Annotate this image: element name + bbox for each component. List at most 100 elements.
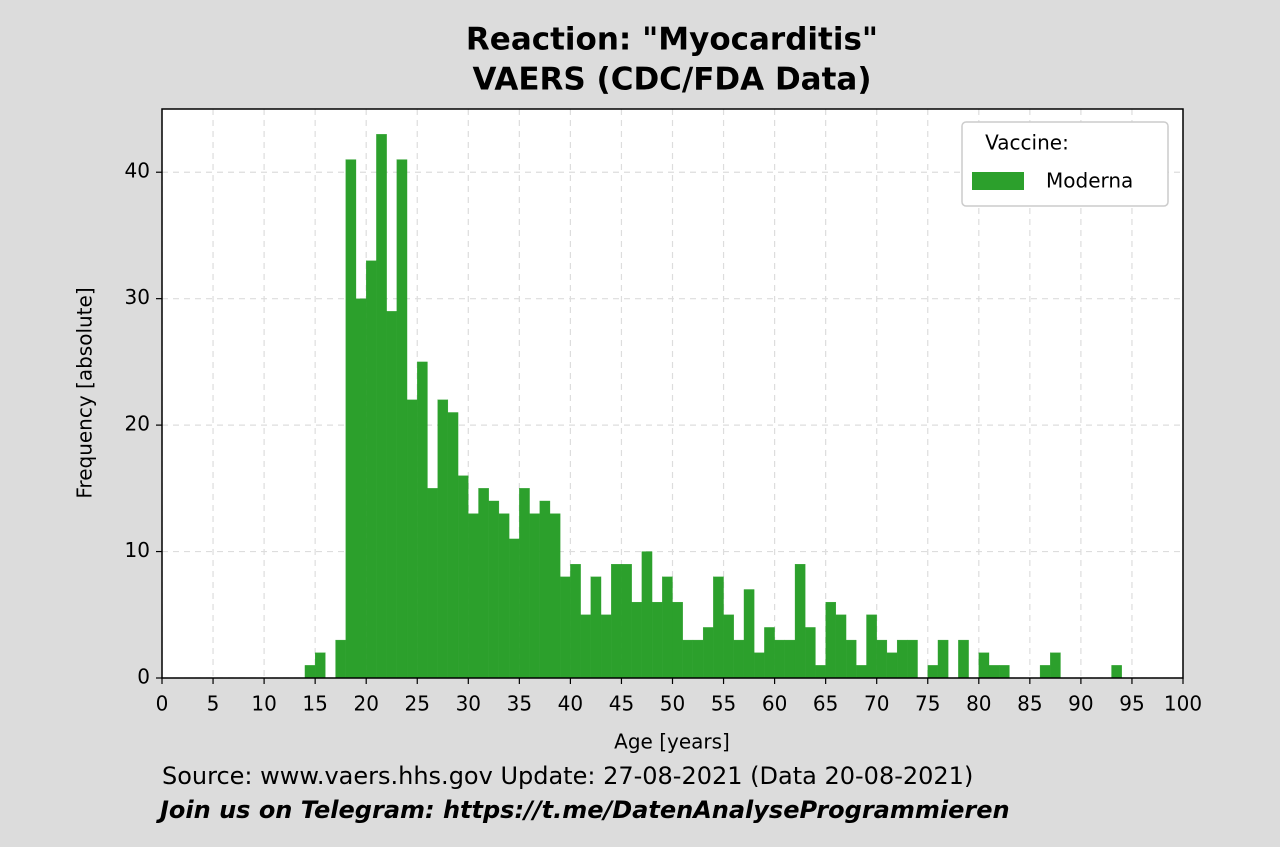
bar [815, 665, 826, 679]
chart-subtitle: VAERS (CDC/FDA Data) [472, 62, 871, 98]
x-axis-label: Age [years] [614, 730, 730, 754]
bar [488, 500, 500, 679]
bar [539, 500, 551, 679]
x-tick-label: 0 [156, 692, 169, 716]
bar [314, 652, 326, 679]
bar [468, 513, 479, 679]
x-tick-label: 100 [1164, 692, 1202, 716]
legend-label: Moderna [1046, 169, 1133, 193]
bar [335, 639, 346, 679]
bar [713, 576, 724, 679]
axes: 0 5 10 15 20 25 30 35 40 45 50 55 60 65 70 75 80 85 90 95 10… [125, 108, 1202, 716]
bar [519, 488, 530, 679]
bar [1111, 665, 1122, 679]
bar [570, 564, 581, 679]
x-tick-label: 10 [251, 692, 276, 716]
x-tick-label: 50 [660, 692, 685, 716]
bar [927, 665, 939, 679]
x-tick-label: 15 [302, 692, 327, 716]
x-tick-label: 80 [966, 692, 991, 716]
bar [345, 159, 357, 679]
bar [396, 159, 408, 679]
bar [794, 564, 806, 679]
bar [764, 627, 775, 679]
y-tick-label: 10 [125, 538, 150, 562]
bar [856, 665, 867, 679]
bar [304, 665, 316, 679]
bar [907, 639, 918, 679]
bar [835, 614, 847, 679]
x-tick-label: 75 [915, 692, 940, 716]
bar [784, 639, 796, 679]
legend-title: Vaccine: [985, 131, 1069, 155]
x-tick-label: 85 [1017, 692, 1042, 716]
bar [457, 475, 469, 679]
bar [774, 639, 785, 679]
bar [447, 412, 459, 679]
bar [896, 639, 908, 679]
y-tick-label: 40 [125, 159, 150, 183]
x-tick-label: 70 [864, 692, 889, 716]
bar [651, 601, 663, 679]
bar [723, 614, 734, 679]
bar [988, 665, 1000, 679]
bar [692, 639, 704, 679]
x-tick-label: 40 [558, 692, 583, 716]
bar [498, 513, 510, 679]
bar [978, 652, 990, 679]
bar [958, 639, 969, 679]
bar [529, 513, 540, 679]
bar [631, 601, 643, 679]
footer: Join us on Telegram: https://t.me/DatenA… [156, 796, 1010, 824]
legend: Vaccine: Moderna [961, 121, 1169, 207]
bar [845, 639, 857, 679]
x-tick-label: 55 [711, 692, 736, 716]
bar [754, 652, 765, 679]
bar [600, 614, 612, 679]
bar [478, 488, 489, 679]
bar [580, 614, 591, 679]
bar [886, 652, 898, 679]
bar [672, 601, 683, 679]
bar [662, 576, 673, 679]
x-tick-label: 45 [609, 692, 634, 716]
x-tick-label: 30 [456, 692, 481, 716]
bar [1039, 665, 1051, 679]
x-tick-label: 95 [1119, 692, 1144, 716]
bar [999, 665, 1010, 679]
bar [366, 260, 377, 679]
x-tick-label: 35 [507, 692, 532, 716]
x-tick-label: 20 [353, 692, 378, 716]
chart-title: Reaction: "Myocarditis" [466, 22, 878, 58]
bar [805, 627, 816, 679]
bar [743, 589, 755, 679]
x-tick-label: 5 [207, 692, 220, 716]
bar [437, 399, 449, 679]
bar [937, 639, 949, 679]
bar [560, 576, 571, 679]
y-tick-label: 20 [125, 412, 150, 436]
x-tick-label: 90 [1068, 692, 1093, 716]
bar [590, 576, 602, 679]
bar [641, 551, 653, 679]
y-tick-label: 0 [137, 665, 150, 689]
bar [621, 564, 632, 679]
bar [376, 134, 387, 679]
bar [427, 488, 438, 679]
y-tick-label: 30 [125, 285, 150, 309]
bar [702, 627, 714, 679]
bars [304, 134, 1122, 679]
source: Source: www.vaers.hhs.gov Update: 27-08-… [162, 762, 973, 790]
legend-swatch [972, 172, 1024, 190]
plot-frame [161, 108, 1184, 679]
bar [866, 614, 877, 679]
x-tick-label: 65 [813, 692, 838, 716]
x-tick-label: 25 [405, 692, 430, 716]
bar [876, 639, 888, 679]
y-axis-label: Frequency [absolute] [73, 287, 97, 498]
bar [508, 538, 520, 679]
bar [611, 564, 622, 679]
x-tick-label: 60 [762, 692, 787, 716]
bar [825, 601, 837, 679]
